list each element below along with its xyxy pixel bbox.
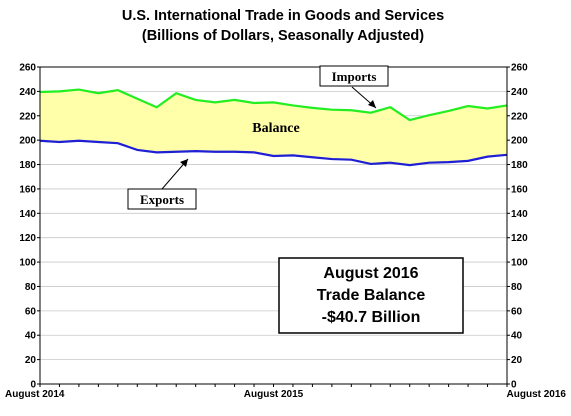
y-tick-label: 0	[511, 380, 517, 391]
y-tick-label: 240	[19, 87, 36, 98]
imports-arrowhead	[368, 100, 376, 108]
y-tick-label: 140	[19, 209, 36, 220]
y-tick-label: 20	[25, 355, 37, 366]
y-axis-right: 0 20 40 60 80 100 120 140 160 180 200 220 240 260	[507, 63, 528, 391]
y-tick-label: 80	[25, 282, 37, 293]
exports-callout: Exports	[127, 158, 197, 210]
trade-balance-box-frame	[278, 257, 464, 334]
imports-callout-label: Imports	[332, 69, 377, 84]
y-tick-label: 0	[30, 380, 36, 391]
y-tick-label: 40	[25, 331, 37, 342]
trade-balance-line-2: Trade Balance	[317, 287, 426, 304]
y-tick-label: 220	[511, 111, 528, 122]
x-tick-label: August 2016	[507, 389, 567, 400]
exports-line	[39, 139, 508, 167]
y-tick-label: 140	[511, 209, 528, 220]
y-tick-label: 260	[19, 63, 36, 74]
y-tick-label: 260	[511, 63, 528, 74]
y-tick-label: 160	[19, 184, 36, 195]
y-tick-label: 100	[511, 258, 528, 269]
y-tick-label: 180	[19, 160, 36, 171]
trade-balance-line-1: August 2016	[323, 265, 418, 282]
y-tick-label: 60	[25, 306, 37, 317]
x-tick-label: August 2015	[244, 389, 304, 400]
y-tick-label: 120	[19, 233, 36, 244]
balance-label: Balance	[252, 121, 299, 136]
exports-arrowhead	[180, 159, 188, 167]
y-tick-label: 200	[511, 136, 528, 147]
trade-balance-box: August 2016 Trade Balance -$40.7 Billion	[278, 257, 464, 334]
x-axis: August 2014 August 2015 August 2016	[5, 384, 566, 400]
exports-callout-label: Exports	[140, 192, 184, 207]
y-tick-label: 20	[511, 355, 523, 366]
trade-balance-line-3: -$40.7 Billion	[322, 309, 421, 326]
y-tick-label: 100	[19, 258, 36, 269]
imports-line	[39, 88, 508, 122]
y-tick-label: 60	[511, 306, 523, 317]
y-tick-label: 240	[511, 87, 528, 98]
y-tick-label: 120	[511, 233, 528, 244]
y-tick-label: 160	[511, 184, 528, 195]
y-tick-label: 200	[19, 136, 36, 147]
chart-subtitle: (Billions of Dollars, Seasonally Adjuste…	[142, 28, 424, 44]
y-tick-label: 220	[19, 111, 36, 122]
y-tick-label: 180	[511, 160, 528, 171]
y-axis-left: 0 20 40 60 80 100 120 140 160 180 200 220 240 260	[19, 63, 40, 391]
y-tick-label: 40	[511, 331, 523, 342]
x-tick-label: August 2014	[5, 389, 65, 400]
imports-callout-box	[319, 65, 389, 87]
y-tick-label: 80	[511, 282, 523, 293]
chart-title: U.S. International Trade in Goods and Se…	[122, 8, 444, 24]
imports-callout: Imports	[319, 65, 389, 109]
